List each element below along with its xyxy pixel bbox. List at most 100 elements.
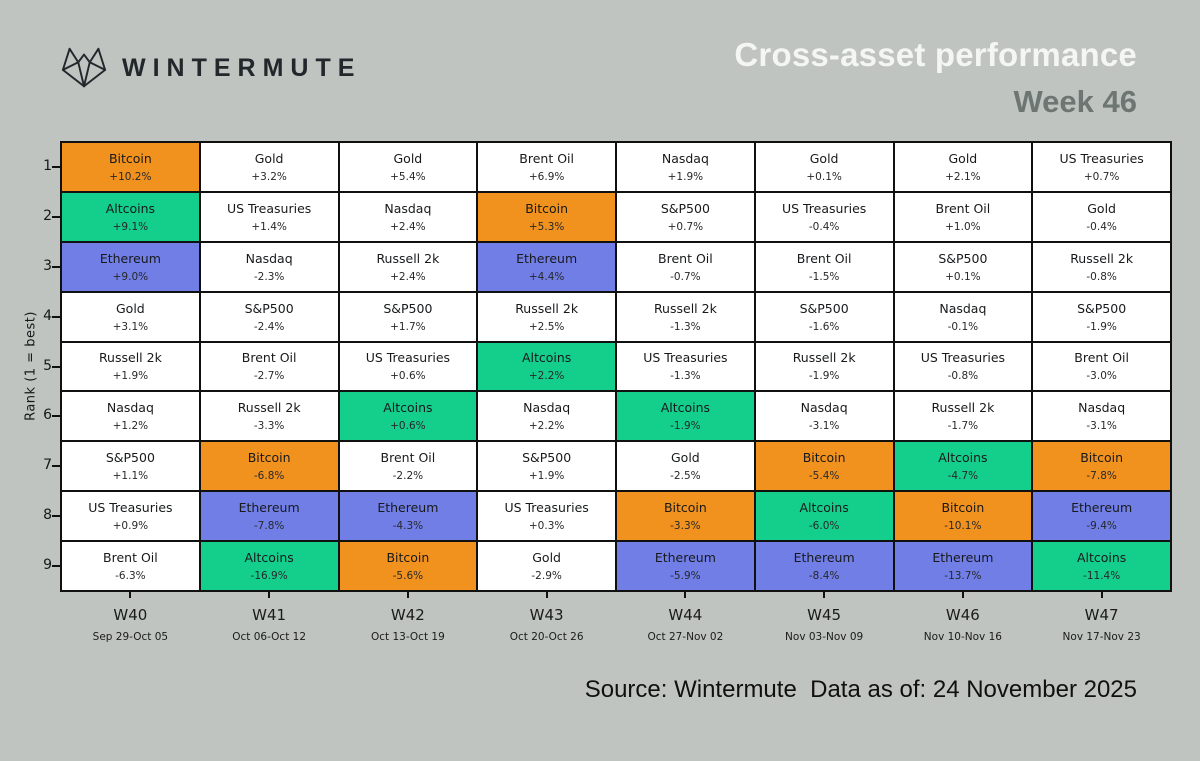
asset-cell: Bitcoin -5.6% <box>339 542 477 590</box>
asset-name: Altcoins <box>244 550 294 566</box>
asset-cell: Ethereum -7.8% <box>200 492 338 541</box>
source-note: Source: Wintermute Data as of: 24 Novemb… <box>584 676 1137 703</box>
asset-name: US Treasuries <box>365 350 451 366</box>
asset-name: US Treasuries <box>920 350 1006 366</box>
asset-cell: S&P500 +0.7% <box>617 192 754 241</box>
rank-tick-label: 2 <box>43 207 52 224</box>
asset-change: -11.4% <box>1083 570 1121 583</box>
asset-cell: S&P500 -1.9% <box>1033 292 1170 341</box>
asset-change: -0.4% <box>1086 220 1117 233</box>
asset-change: +5.4% <box>390 170 426 183</box>
asset-change: -13.7% <box>944 570 982 583</box>
asset-change: -16.9% <box>250 570 288 583</box>
asset-cell: Altcoins -6.0% <box>755 492 893 541</box>
week-date-range: Sep 29-Oct 05 <box>92 631 169 643</box>
asset-name: Ethereum <box>516 250 578 266</box>
header-titles: Cross-asset performance Week 46 <box>734 36 1137 120</box>
rank-tick-label: 1 <box>43 157 52 174</box>
asset-change: -8.4% <box>808 570 840 583</box>
rank-tick-label: 8 <box>43 507 52 524</box>
asset-name: Russell 2k <box>653 300 717 316</box>
wintermute-logo-icon <box>61 47 107 88</box>
week-number: W45 <box>807 606 842 624</box>
asset-cell: US Treasuries +0.3% <box>478 492 615 541</box>
asset-change: -1.9% <box>1086 320 1117 333</box>
asset-name: Gold <box>948 150 978 166</box>
asset-cell: Nasdaq -0.1% <box>894 292 1032 341</box>
asset-change: -4.7% <box>947 470 979 483</box>
asset-cell: Ethereum -13.7% <box>894 542 1032 590</box>
asset-cell: Gold -0.4% <box>1033 192 1170 241</box>
asset-change: +1.9% <box>528 470 565 483</box>
asset-name: US Treasuries <box>781 200 867 216</box>
asset-cell: Bitcoin -6.8% <box>200 442 338 491</box>
asset-change: +9.1% <box>112 220 149 233</box>
asset-change: +2.1% <box>945 170 981 183</box>
asset-name: Russell 2k <box>237 400 301 416</box>
asset-change: +0.1% <box>945 270 981 283</box>
asset-change: -2.4% <box>253 320 285 333</box>
asset-name: Gold <box>1087 200 1116 216</box>
asset-cell: Brent Oil +6.9% <box>478 143 615 191</box>
asset-cell: Ethereum +9.0% <box>62 242 199 291</box>
asset-cell: S&P500 +0.1% <box>894 242 1032 291</box>
asset-cell: Nasdaq -2.3% <box>200 242 338 291</box>
asset-name: Brent Oil <box>380 450 436 466</box>
asset-name: Brent Oil <box>103 550 158 566</box>
asset-cell: Nasdaq -3.1% <box>755 392 893 441</box>
x-tick-mark <box>1100 592 1103 598</box>
asset-name: Altcoins <box>660 400 711 416</box>
asset-name: Bitcoin <box>247 450 291 466</box>
asset-name: Ethereum <box>932 550 994 566</box>
asset-change: +2.4% <box>390 270 426 283</box>
asset-name: Gold <box>116 300 145 316</box>
y-tick-mark <box>52 365 60 368</box>
asset-cell: Nasdaq +1.9% <box>617 143 754 191</box>
rank-tick-label: 7 <box>43 457 52 474</box>
asset-cell: Brent Oil +1.0% <box>894 192 1032 241</box>
x-tick-mark <box>268 592 271 598</box>
asset-name: Brent Oil <box>1074 350 1129 366</box>
asset-change: -7.8% <box>253 520 285 533</box>
week-number: W46 <box>945 606 980 624</box>
asset-cell: Bitcoin -7.8% <box>1033 442 1170 491</box>
asset-cell: Altcoins +0.6% <box>339 392 477 441</box>
asset-change: -3.3% <box>253 420 285 433</box>
asset-change: +3.2% <box>251 170 287 183</box>
asset-change: +0.6% <box>390 370 426 383</box>
asset-name: Brent Oil <box>519 150 574 166</box>
asset-cell: S&P500 +1.7% <box>339 292 477 341</box>
asset-name: Altcoins <box>521 350 572 366</box>
asset-change: +2.2% <box>528 370 565 383</box>
asset-change: -3.0% <box>1086 370 1117 383</box>
asset-change: +0.7% <box>1083 170 1120 183</box>
asset-name: S&P500 <box>660 200 710 216</box>
y-tick-mark <box>52 465 60 468</box>
asset-cell: Brent Oil -3.0% <box>1033 342 1170 391</box>
asset-change: -1.3% <box>670 370 701 383</box>
asset-name: Nasdaq <box>384 200 432 216</box>
wintermute-logo: WINTERMUTE <box>60 46 361 90</box>
asset-name: Brent Oil <box>658 250 713 266</box>
asset-cell: S&P500 +1.1% <box>62 442 199 491</box>
asset-name: S&P500 <box>105 450 155 466</box>
asset-name: Nasdaq <box>1078 400 1126 416</box>
asset-cell: Gold +5.4% <box>339 143 477 191</box>
asset-change: +10.2% <box>109 170 152 183</box>
asset-cell: Gold +0.1% <box>755 143 893 191</box>
asset-cell: Altcoins -11.4% <box>1033 542 1170 590</box>
asset-cell: Altcoins -1.9% <box>617 392 754 441</box>
asset-change: -0.7% <box>670 270 701 283</box>
asset-change: +1.0% <box>945 220 981 233</box>
week-number: W40 <box>113 606 148 624</box>
asset-cell: Bitcoin +10.2% <box>62 143 199 191</box>
asset-change: +1.4% <box>251 220 287 233</box>
asset-cell: Bitcoin +5.3% <box>478 192 615 241</box>
asset-cell: Gold +3.2% <box>200 143 338 191</box>
week-tick-label: W44 Oct 27-Nov 02 <box>647 606 723 643</box>
week-date-range: Oct 20-Oct 26 <box>509 631 584 643</box>
asset-change: +1.9% <box>667 170 704 183</box>
asset-cell: Brent Oil -0.7% <box>617 242 754 291</box>
asset-change: -2.7% <box>253 370 285 383</box>
asset-change: +0.6% <box>390 420 426 433</box>
